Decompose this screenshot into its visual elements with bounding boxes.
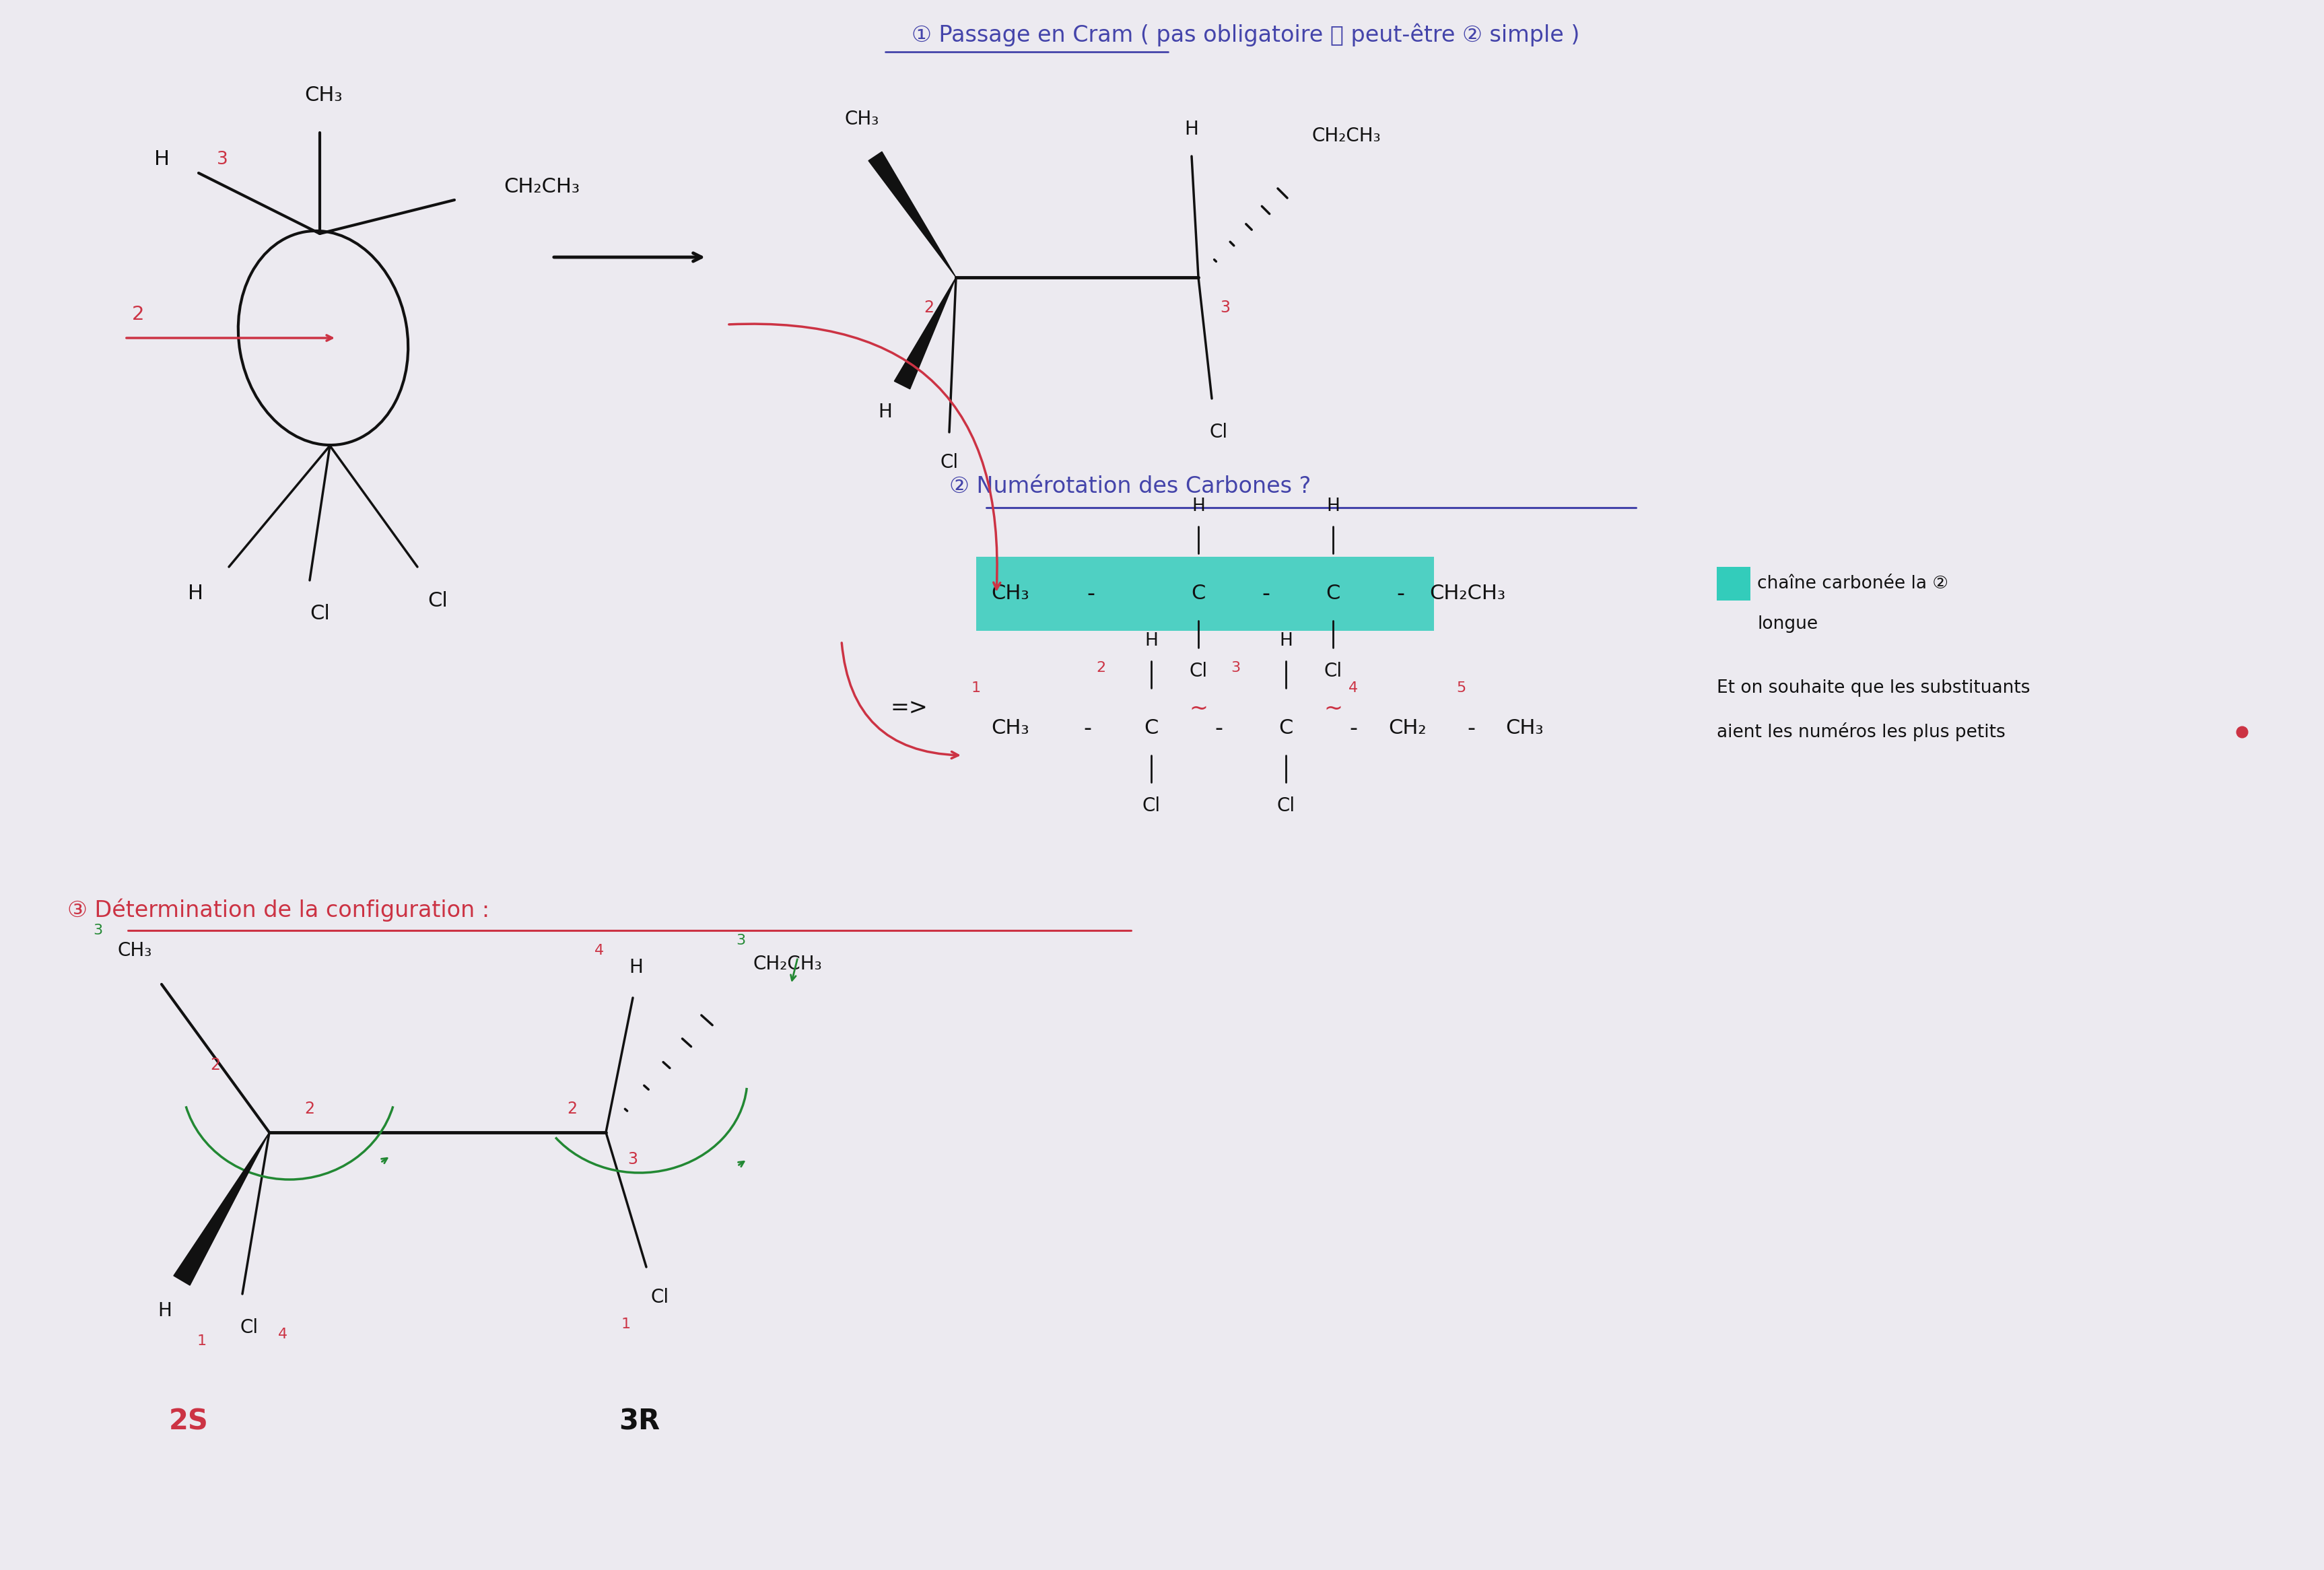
Text: -: - [1083, 717, 1092, 739]
Text: 2: 2 [925, 300, 934, 316]
Text: C: C [1192, 584, 1206, 603]
Text: CH₂CH₃: CH₂CH₃ [504, 177, 581, 196]
Text: 2: 2 [304, 1101, 314, 1116]
Text: H: H [1192, 498, 1206, 515]
Text: 1: 1 [971, 681, 981, 696]
Text: Cl: Cl [309, 604, 330, 623]
Text: H: H [630, 958, 644, 977]
Text: H: H [158, 1302, 172, 1320]
Bar [976, 557, 1434, 631]
Text: 3: 3 [1220, 300, 1229, 316]
Text: H: H [878, 402, 892, 421]
Text: =>: => [890, 697, 927, 719]
Text: -: - [1466, 717, 1476, 739]
Text: C: C [1325, 584, 1341, 603]
Text: H: H [153, 149, 170, 170]
Bar [1717, 567, 1750, 601]
FancyArrowPatch shape [841, 642, 957, 758]
Text: 2: 2 [132, 305, 144, 323]
Text: C: C [1278, 719, 1292, 738]
Text: -: - [1088, 582, 1095, 604]
Polygon shape [174, 1132, 270, 1286]
Text: 1: 1 [621, 1317, 630, 1331]
Text: 2: 2 [1097, 661, 1106, 675]
Text: -: - [1215, 717, 1222, 739]
Text: 2: 2 [567, 1101, 576, 1116]
Text: CH₃: CH₃ [1506, 719, 1543, 738]
Text: CH₂CH₃: CH₂CH₃ [1313, 127, 1380, 146]
Text: CH₂CH₃: CH₂CH₃ [753, 955, 823, 973]
Text: Cl: Cl [651, 1287, 669, 1306]
Text: CH₂: CH₂ [1387, 719, 1427, 738]
Text: ∼: ∼ [1190, 697, 1208, 719]
Text: Cl: Cl [1276, 796, 1294, 815]
Text: Cl: Cl [239, 1319, 258, 1338]
Text: ② Numérotation des Carbones ?: ② Numérotation des Carbones ? [948, 476, 1311, 498]
Text: Cl: Cl [1325, 663, 1343, 681]
Text: H: H [1185, 119, 1199, 138]
Text: 4: 4 [595, 944, 604, 958]
Text: -: - [1397, 582, 1404, 604]
Text: Cl: Cl [428, 590, 449, 611]
Text: -: - [1350, 717, 1357, 739]
Text: ① Passage en Cram ( pas obligatoire Ⓜ peut-être ② simple ): ① Passage en Cram ( pas obligatoire Ⓜ pe… [911, 24, 1580, 47]
Text: Cl: Cl [1190, 663, 1208, 681]
Text: H: H [188, 584, 202, 603]
Text: CH₃: CH₃ [304, 86, 342, 105]
Text: 2: 2 [211, 1057, 221, 1074]
Text: 4: 4 [279, 1328, 288, 1341]
Text: 4: 4 [1348, 681, 1357, 696]
Text: Et on souhaite que les substituants: Et on souhaite que les substituants [1717, 680, 2031, 697]
Text: chaîne carbonée la ②: chaîne carbonée la ② [1757, 575, 1948, 592]
Text: 3: 3 [216, 151, 228, 168]
Text: CH₃: CH₃ [119, 940, 151, 959]
Text: Cl: Cl [1141, 796, 1160, 815]
Text: CH₃: CH₃ [990, 719, 1030, 738]
Text: 3: 3 [627, 1151, 637, 1168]
Text: 3: 3 [1232, 661, 1241, 675]
Text: C: C [1143, 719, 1157, 738]
Text: 5: 5 [1457, 681, 1466, 696]
Polygon shape [895, 278, 955, 389]
Text: CH₃: CH₃ [844, 110, 878, 129]
Text: 2S: 2S [170, 1408, 209, 1437]
Text: 3: 3 [93, 923, 102, 937]
Text: H: H [1327, 498, 1339, 515]
Text: 3R: 3R [618, 1408, 660, 1437]
Text: aient les numéros les plus petits: aient les numéros les plus petits [1717, 722, 2006, 741]
Text: 3: 3 [737, 934, 746, 947]
Text: longue: longue [1757, 615, 1817, 633]
Text: 1: 1 [198, 1334, 207, 1347]
Text: CH₃: CH₃ [990, 584, 1030, 603]
Text: H: H [1143, 633, 1157, 650]
Text: Cl: Cl [941, 454, 957, 473]
Text: H: H [1278, 633, 1292, 650]
Text: CH₂CH₃: CH₂CH₃ [1429, 584, 1506, 603]
Text: Cl: Cl [1208, 422, 1227, 441]
Polygon shape [869, 152, 955, 278]
Text: ∼: ∼ [1325, 697, 1343, 719]
Text: -: - [1262, 582, 1269, 604]
FancyArrowPatch shape [730, 323, 999, 589]
Text: ③ Détermination de la configuration :: ③ Détermination de la configuration : [67, 898, 490, 922]
